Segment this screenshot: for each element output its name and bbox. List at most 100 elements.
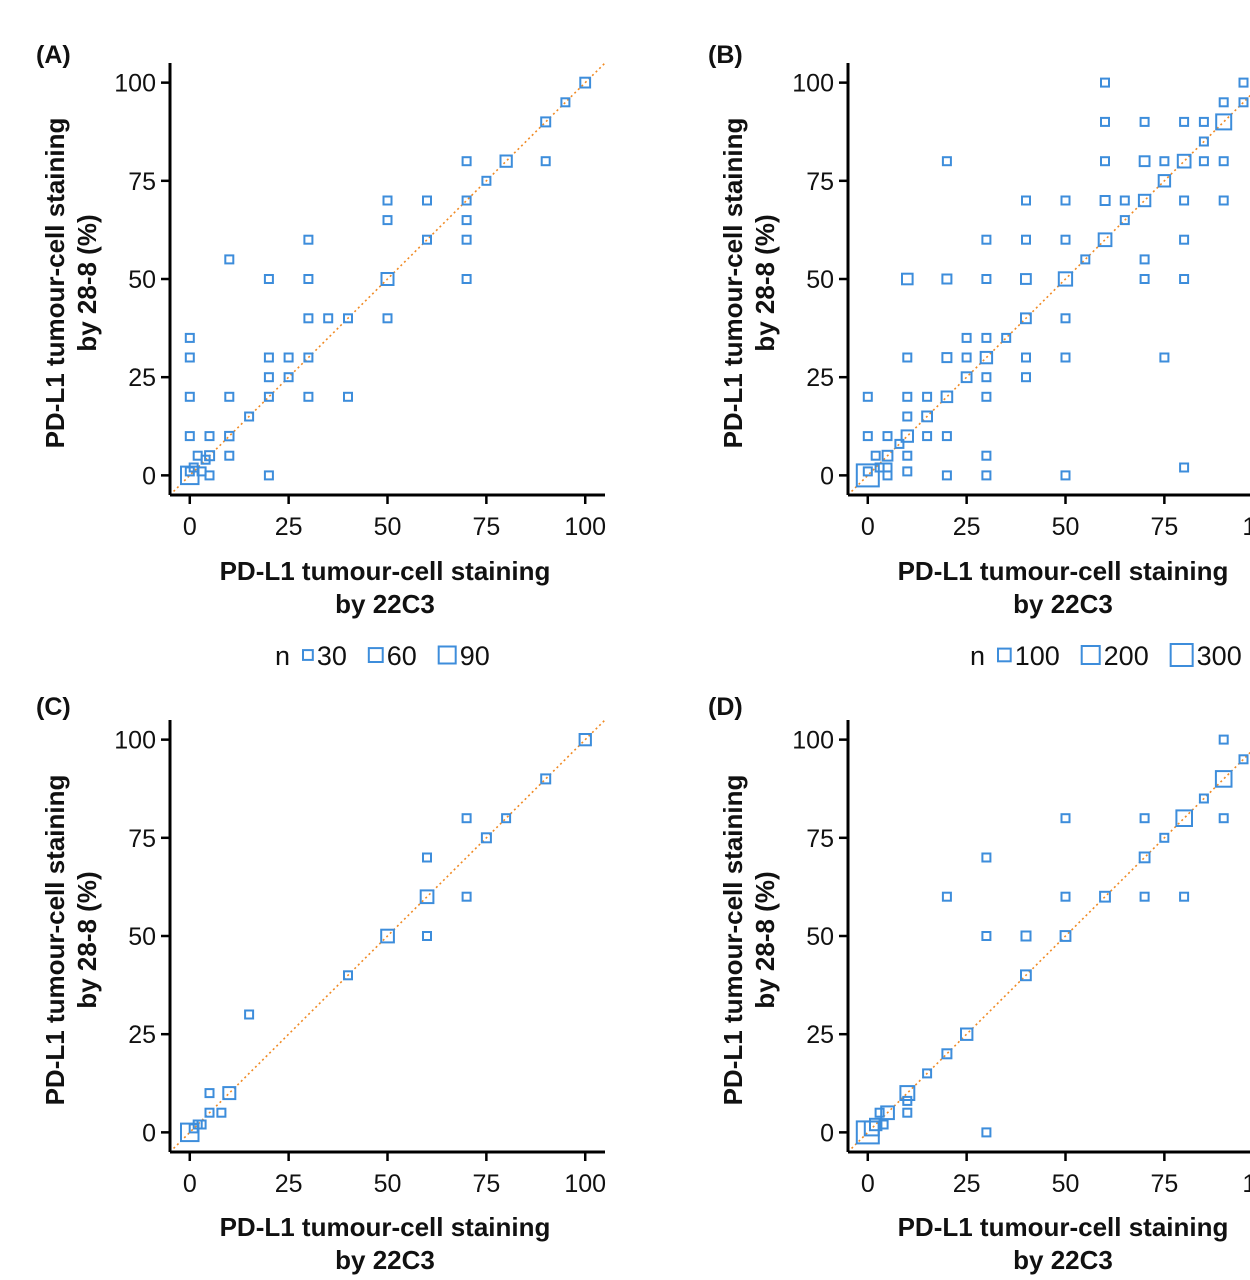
data-point	[263, 372, 274, 383]
data-point	[343, 391, 353, 402]
data-point	[1060, 313, 1071, 324]
data-point	[941, 352, 953, 364]
data-point	[419, 889, 435, 905]
data-point	[422, 931, 432, 941]
data-point	[900, 429, 914, 443]
data-point	[1060, 352, 1071, 363]
data-point	[869, 1117, 883, 1132]
data-point	[461, 195, 472, 206]
data-point	[204, 431, 215, 442]
x-tick-label: 0	[183, 513, 197, 541]
data-point	[1139, 813, 1150, 824]
legend-label: 200	[1104, 641, 1149, 671]
data-point	[1198, 136, 1209, 147]
size-legend: n 30 60 90	[275, 641, 490, 671]
data-point	[1119, 195, 1130, 206]
y-tick-label: 0	[820, 462, 834, 490]
data-point	[894, 438, 905, 449]
data-point	[899, 1085, 916, 1101]
data-point	[981, 391, 992, 402]
x-tick-label: 0	[183, 1170, 197, 1198]
x-tick-label: 25	[275, 1170, 303, 1198]
data-point	[1175, 809, 1194, 828]
panel-c: (C) 0 25 50 75 100 0 25 50 75 100 PD-L1 tumour-cell…	[36, 693, 606, 1275]
data-point	[878, 1119, 889, 1130]
data-point	[224, 391, 235, 402]
x-tick-label: 50	[374, 513, 402, 541]
data-point	[480, 832, 492, 844]
y-tick-label: 0	[142, 462, 156, 490]
data-point	[981, 234, 992, 245]
y-tick-label: 75	[128, 825, 156, 853]
data-point	[1238, 97, 1249, 108]
data-point	[461, 215, 472, 226]
data-point	[1179, 195, 1190, 206]
data-point	[1020, 969, 1032, 982]
x-axis-title: PD-L1 tumour-cell staining	[220, 1212, 551, 1242]
data-point	[222, 1086, 237, 1101]
data-point	[1059, 930, 1072, 942]
data-point	[902, 391, 913, 402]
x-axis-title: by 22C3	[1013, 1245, 1113, 1275]
data-point	[880, 1105, 895, 1121]
data-point	[303, 313, 314, 324]
y-tick-label: 50	[806, 923, 834, 951]
identity-line	[170, 63, 605, 495]
data-point	[941, 470, 952, 481]
data-point	[1057, 271, 1074, 287]
x-tick-label: 75	[1150, 513, 1178, 541]
data-point	[922, 391, 933, 402]
data-point	[1097, 232, 1113, 248]
x-tick-label: 0	[861, 1170, 875, 1198]
data-point	[902, 450, 913, 461]
data-point	[882, 462, 893, 473]
x-tick-label: 100	[564, 1170, 606, 1198]
data-point	[461, 891, 472, 902]
data-point	[1179, 891, 1190, 902]
data-point	[461, 156, 472, 167]
data-point	[902, 352, 913, 363]
x-axis-title: PD-L1 tumour-cell staining	[898, 1212, 1229, 1242]
legend-key	[997, 647, 1012, 663]
data-point	[981, 274, 992, 284]
data-point	[901, 272, 914, 286]
legend-key	[437, 645, 457, 665]
data-point	[1179, 116, 1190, 127]
data-point	[579, 76, 592, 89]
data-point	[461, 234, 472, 245]
size-legend: n 100 200 300	[970, 641, 1242, 671]
data-point	[1215, 113, 1233, 131]
data-point	[303, 274, 314, 284]
data-point	[216, 1107, 227, 1118]
x-axis-title: PD-L1 tumour-cell staining	[898, 556, 1229, 586]
data-point	[303, 234, 314, 245]
data-point	[382, 313, 393, 324]
legend-key	[367, 647, 384, 663]
x-axis-title: by 22C3	[335, 1245, 435, 1275]
data-point	[981, 450, 992, 461]
data-point	[1218, 813, 1229, 824]
data-point	[1157, 174, 1172, 188]
x-tick-label: 50	[374, 1170, 402, 1198]
data-point	[902, 1095, 913, 1106]
data-point	[501, 813, 512, 824]
data-point	[1214, 770, 1233, 788]
data-point	[862, 431, 873, 442]
data-point	[1020, 930, 1032, 942]
data-point	[1139, 254, 1150, 265]
data-point	[204, 470, 215, 481]
legend-label: 100	[1015, 641, 1060, 671]
data-point	[1100, 77, 1110, 88]
y-axis-title: by 28-8 (%)	[72, 871, 102, 1008]
data-point	[1021, 352, 1031, 363]
data-point	[1218, 97, 1229, 108]
data-point	[1119, 215, 1130, 226]
data-point	[941, 273, 953, 285]
y-axis-title: by 28-8 (%)	[750, 214, 780, 351]
y-axis-title: by 28-8 (%)	[72, 214, 102, 351]
y-tick-label: 0	[820, 1119, 834, 1147]
y-axis-title: PD-L1 tumour-cell staining	[718, 775, 748, 1106]
legend-label: 300	[1197, 641, 1242, 671]
panel-label: (B)	[708, 41, 743, 69]
panel-label: (C)	[36, 693, 71, 721]
